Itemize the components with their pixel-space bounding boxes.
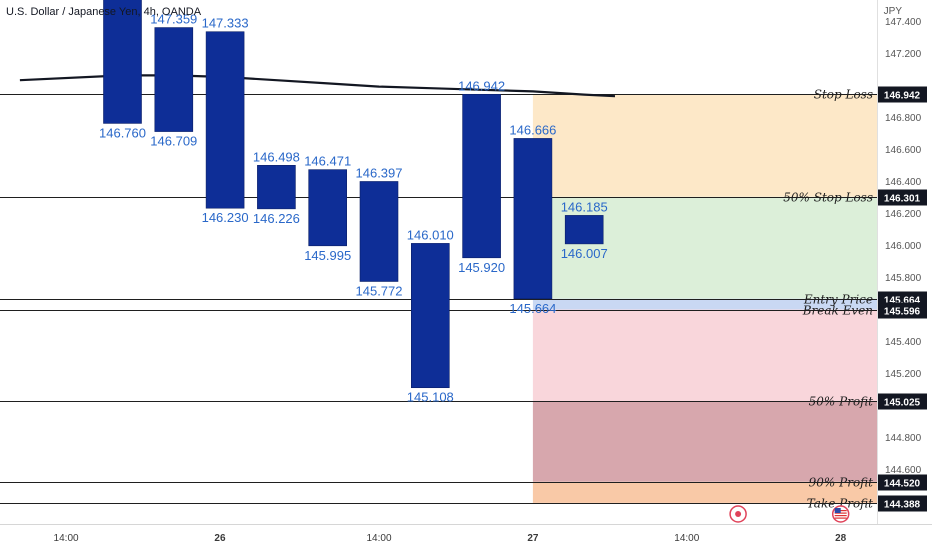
candles: 146.760 147.359 146.709 147.333 146.230 146.4…	[99, 0, 608, 405]
candle-low-label: 146.709	[150, 134, 197, 149]
level-label: Take Profit	[807, 497, 873, 511]
time-tick: 14:00	[54, 533, 79, 544]
candle-low-label: 146.230	[202, 210, 249, 225]
price-tick: 146.600	[885, 145, 922, 156]
candle-low-label: 145.995	[304, 248, 351, 263]
candle-low-label: 145.108	[407, 390, 454, 405]
time-tick: 27	[527, 533, 539, 544]
currency-label: JPY	[883, 6, 902, 17]
candle	[462, 93, 501, 259]
candle-high-label: 146.471	[304, 154, 351, 169]
price-axis: 147.400 147.200 146.800 146.600 146.400 146.2…	[885, 17, 922, 476]
level-label: 90% Profit	[809, 476, 874, 490]
price-tag	[877, 495, 927, 512]
price-tick: 145.800	[885, 273, 922, 284]
price-tick: 147.400	[885, 17, 922, 28]
price-tick: 146.400	[885, 177, 922, 188]
price-tick: 146.800	[885, 113, 922, 124]
target-icon-dot	[735, 511, 742, 517]
time-tick: 28	[835, 533, 847, 544]
price-tick: 146.200	[885, 209, 922, 220]
price-tick: 144.800	[885, 433, 922, 444]
candle-high-label: 147.359	[150, 12, 197, 27]
zone	[532, 401, 877, 482]
price-tag-label: 144.388	[884, 500, 921, 511]
price-tick: 146.000	[885, 241, 922, 252]
price-tag-label: 144.520	[884, 479, 921, 490]
time-tick: 26	[214, 533, 226, 544]
price-tag-label: 145.025	[884, 398, 921, 409]
price-tag-label: 145.664	[884, 296, 921, 307]
price-tag-label: 146.942	[884, 91, 921, 102]
level-label: Stop Loss	[814, 88, 873, 102]
price-tick: 147.200	[885, 49, 922, 60]
candle-low-label: 146.226	[253, 211, 300, 226]
candle	[257, 165, 296, 210]
time-tick: 14:00	[366, 533, 391, 544]
level-label: Break Even	[802, 304, 873, 318]
level-label: 50% Profit	[809, 395, 874, 409]
candle-high-label: 146.397	[356, 165, 403, 180]
price-tag	[877, 393, 927, 410]
candle-high-label: 146.498	[253, 149, 300, 164]
price-tag	[877, 302, 927, 319]
candle-low-label: 146.007	[561, 246, 608, 261]
candle	[205, 31, 245, 209]
flag-stripe	[834, 512, 847, 514]
zone	[532, 94, 877, 197]
price-tick: 145.200	[885, 369, 922, 380]
level-label: 50% Stop Loss	[783, 191, 873, 205]
zones	[532, 94, 877, 503]
candle-high-label: 147.333	[202, 16, 249, 31]
zone	[532, 309, 877, 401]
candle	[513, 138, 553, 300]
price-tag-label: 145.596	[884, 307, 921, 318]
price-tag	[877, 86, 927, 103]
flag-canton	[834, 508, 841, 513]
candle-low-label: 145.920	[458, 260, 505, 275]
candle-high-label: 146.666	[509, 122, 556, 137]
chart-title: U.S. Dollar / Japanese Yen, 4h, OANDA	[6, 6, 202, 18]
candle	[308, 169, 348, 247]
candle-high-label: 146.942	[458, 78, 505, 93]
zone	[532, 298, 877, 310]
candle	[410, 243, 450, 389]
candle	[359, 181, 399, 282]
candle-low-label: 145.664	[509, 301, 556, 316]
events	[729, 505, 850, 523]
candle	[154, 27, 194, 132]
price-tag	[877, 474, 927, 491]
levels: Stop Loss 146.942 50% Stop Loss 146.301 Entr…	[0, 86, 927, 512]
price-tick: 144.600	[885, 465, 922, 476]
flag-stripe	[834, 515, 847, 517]
time-tick: 14:00	[674, 533, 699, 544]
candle	[103, 0, 142, 124]
zone	[532, 196, 877, 299]
candle-low-label: 146.760	[99, 125, 146, 140]
candle	[564, 215, 604, 245]
price-tag	[877, 189, 927, 206]
flag-stripe	[834, 517, 847, 519]
zone	[532, 481, 877, 503]
candle-high-label: 146.185	[561, 199, 608, 214]
price-tag-label: 146.301	[884, 194, 921, 205]
candle-low-label: 145.772	[356, 283, 403, 298]
candle-high-label: 146.010	[407, 227, 454, 242]
price-tick: 145.400	[885, 337, 922, 348]
level-label: Entry Price	[803, 293, 873, 307]
